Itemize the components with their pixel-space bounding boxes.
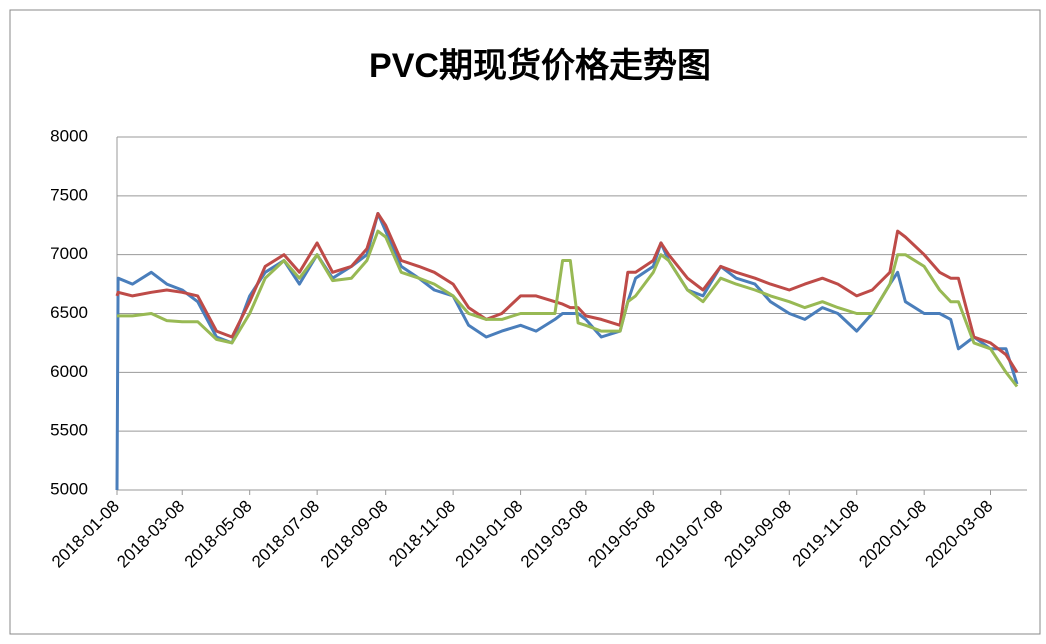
series-line [116, 229, 1019, 388]
y-tick-label: 6000 [50, 362, 88, 381]
y-tick-label: 5500 [50, 421, 88, 440]
y-tick-label: 8000 [50, 126, 88, 145]
y-tick-label: 6500 [50, 303, 88, 322]
y-tick-label: 7000 [50, 244, 88, 263]
chart-title: PVC期现货价格走势图 [369, 47, 711, 85]
series-line [115, 212, 1019, 374]
y-tick-label: 7500 [50, 185, 88, 204]
y-tick-label: 5000 [50, 479, 88, 498]
